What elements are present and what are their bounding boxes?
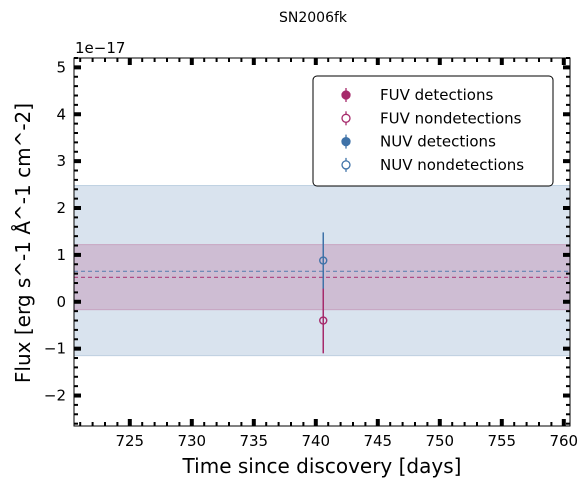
legend-fuv-detections-label: FUV detections	[380, 86, 493, 104]
legend-box	[312, 75, 554, 187]
x-tick-label: 735	[239, 432, 268, 450]
fuv-nondetections-point	[319, 316, 328, 325]
y-tick-label: 0	[56, 293, 66, 311]
points-layer	[319, 232, 328, 354]
y-tick-label: −2	[44, 387, 66, 405]
x-tick-label: 730	[177, 432, 206, 450]
legend-nuv-detections-label: NUV detections	[380, 133, 496, 151]
y-tick-label: 1	[56, 246, 66, 264]
x-tick-label: 740	[301, 432, 330, 450]
legend-fuv-nondetections-label: FUV nondetections	[380, 109, 522, 127]
x-tick-label: 755	[487, 432, 516, 450]
legend-fuv-detections-marker	[341, 90, 351, 100]
legend: FUV detections FUV nondetections NUV detec…	[312, 75, 554, 187]
legend-nuv-nondetections-marker	[341, 160, 351, 170]
x-tick-label: 725	[115, 432, 144, 450]
chart-title: SN2006fk	[279, 10, 348, 26]
legend-nuv-nondetections-label: NUV nondetections	[380, 156, 524, 174]
y-tick-label: 4	[56, 105, 66, 123]
x-tick-label: 760	[549, 432, 578, 450]
band-nuv	[73, 185, 571, 357]
y-axis-label: Flux [erg s^-1 Å^-1 cm^-2]	[11, 103, 35, 383]
y-tick-label: 5	[56, 58, 66, 76]
y-offset-text: 1e−17	[75, 39, 125, 57]
bands-layer	[73, 185, 571, 357]
ticks-layer: 725 730 735 740 745 750 755 760 −2 −1 0 1 2 3 4 5	[44, 57, 578, 450]
plot-frame	[73, 57, 571, 427]
x-tick-label: 750	[425, 432, 454, 450]
legend-nuv-detections-marker	[341, 136, 351, 147]
x-tick-label: 745	[363, 432, 392, 450]
nuv-nondetections-point	[319, 256, 328, 265]
y-tick-label: 3	[56, 152, 66, 170]
legend-fuv-nondetections-marker	[341, 113, 351, 123]
y-tick-label: −1	[44, 340, 66, 358]
x-axis-label: Time since discovery [days]	[182, 454, 462, 478]
y-tick-label: 2	[56, 199, 66, 217]
